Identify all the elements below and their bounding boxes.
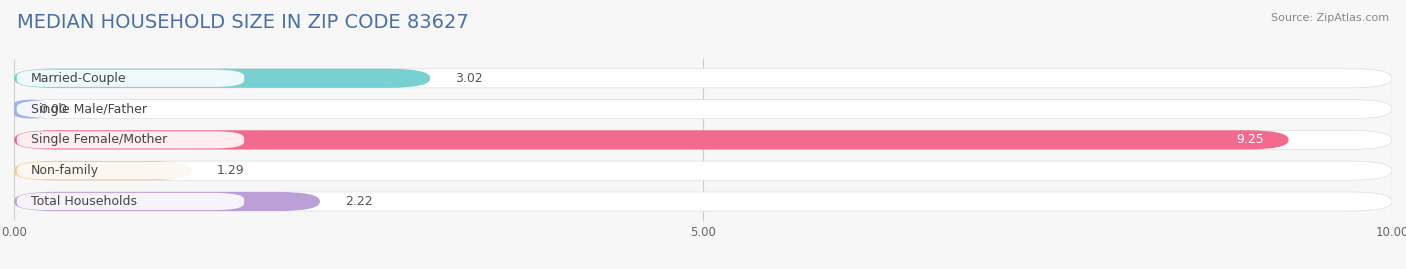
FancyBboxPatch shape (17, 162, 245, 179)
FancyBboxPatch shape (17, 193, 245, 210)
FancyBboxPatch shape (14, 161, 191, 180)
FancyBboxPatch shape (14, 161, 1392, 180)
FancyBboxPatch shape (14, 69, 1392, 88)
FancyBboxPatch shape (14, 69, 430, 88)
FancyBboxPatch shape (17, 100, 245, 118)
Text: 3.02: 3.02 (456, 72, 482, 85)
Text: Married-Couple: Married-Couple (31, 72, 127, 85)
FancyBboxPatch shape (14, 100, 48, 119)
Text: 0.00: 0.00 (39, 102, 67, 116)
Text: 2.22: 2.22 (344, 195, 373, 208)
FancyBboxPatch shape (14, 130, 1289, 149)
FancyBboxPatch shape (14, 100, 1392, 119)
Text: 1.29: 1.29 (217, 164, 245, 177)
Text: Single Male/Father: Single Male/Father (31, 102, 146, 116)
FancyBboxPatch shape (14, 130, 1392, 149)
Text: 9.25: 9.25 (1236, 133, 1264, 146)
FancyBboxPatch shape (17, 131, 245, 148)
Text: Total Households: Total Households (31, 195, 136, 208)
Text: Source: ZipAtlas.com: Source: ZipAtlas.com (1271, 13, 1389, 23)
FancyBboxPatch shape (14, 192, 321, 211)
Text: Single Female/Mother: Single Female/Mother (31, 133, 167, 146)
Text: MEDIAN HOUSEHOLD SIZE IN ZIP CODE 83627: MEDIAN HOUSEHOLD SIZE IN ZIP CODE 83627 (17, 13, 468, 33)
FancyBboxPatch shape (14, 192, 1392, 211)
FancyBboxPatch shape (17, 70, 245, 87)
Text: Non-family: Non-family (31, 164, 98, 177)
